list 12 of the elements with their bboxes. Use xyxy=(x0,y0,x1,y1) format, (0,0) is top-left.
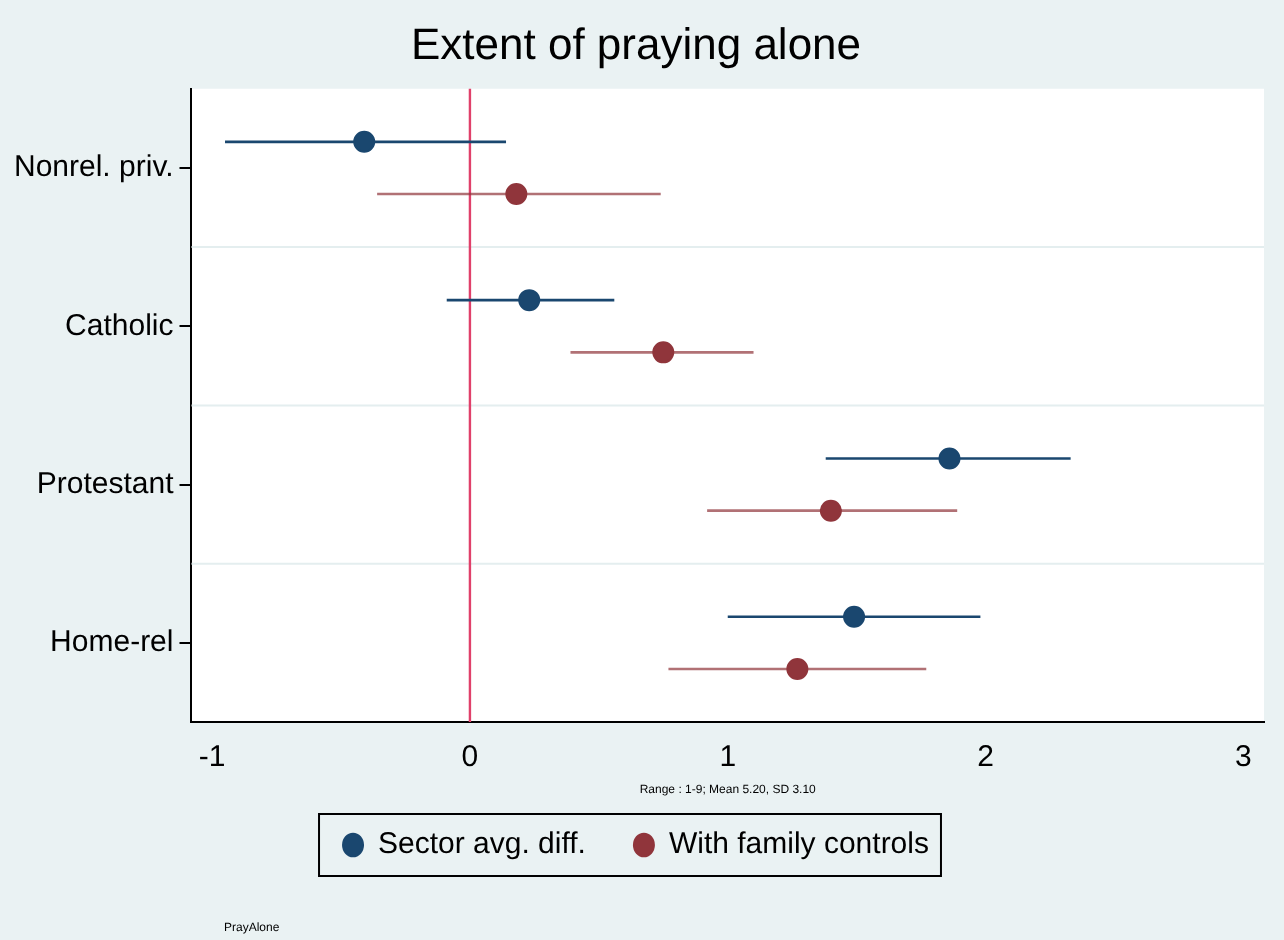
x-tick-label: 2 xyxy=(977,740,994,775)
y-tick-label: Nonrel. priv. xyxy=(13,150,174,185)
legend-label: With family controls xyxy=(668,827,929,862)
y-tick-label: Catholic xyxy=(65,308,175,343)
x-tick-label: 3 xyxy=(1235,740,1252,775)
y-tick-label: Protestant xyxy=(36,466,176,501)
chart-title: Extent of praying alone xyxy=(410,18,862,69)
y-tick-label: Home-rel xyxy=(50,625,174,660)
legend-label: Sector avg. diff. xyxy=(378,827,586,862)
x-tick-label: -1 xyxy=(198,740,226,775)
x-tick-label: 1 xyxy=(719,740,737,775)
x-tick-label: 0 xyxy=(461,740,479,775)
